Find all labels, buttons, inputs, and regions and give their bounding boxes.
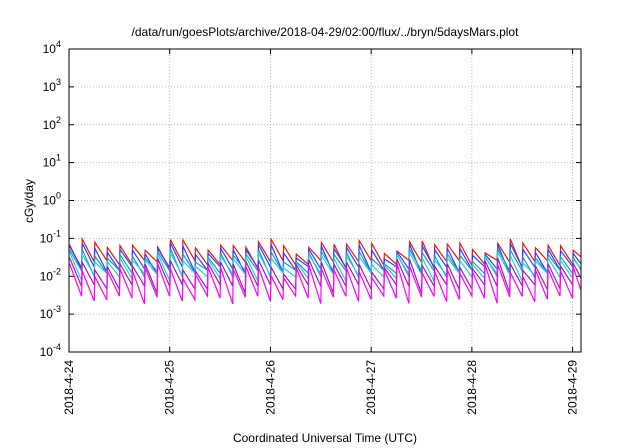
series-line: [69, 250, 582, 282]
y-tick-label: 10-2: [40, 266, 61, 283]
y-tick-labels: 10-4 10-3 10-2 10-1 100 101 102 103 104: [40, 39, 61, 359]
x-axis-label: Coordinated Universal Time (UTC): [233, 431, 417, 445]
x-tick-label: 2018-4-24: [62, 360, 76, 415]
x-tick-labels: 2018-4-24 2018-4-25 2018-4-26 2018-4-27 2018…: [62, 360, 580, 415]
grid-lines: [68, 48, 581, 353]
series-line: [69, 242, 582, 277]
x-tick-label: 2018-4-28: [465, 360, 479, 415]
y-tick-label: 104: [43, 39, 61, 56]
series-line: [69, 246, 582, 280]
series-line: [69, 257, 582, 294]
x-tick-label: 2018-4-29: [566, 360, 580, 415]
series-lines: [69, 236, 582, 305]
x-tick-label: 2018-4-25: [163, 360, 177, 415]
y-tick-label: 10-3: [40, 304, 61, 321]
chart-title: /data/run/goesPlots/archive/2018-04-29/0…: [132, 25, 520, 39]
y-tick-label: 100: [43, 191, 61, 208]
y-axis-label: cGy/day: [22, 179, 36, 223]
plot-frame: [68, 48, 582, 353]
series-line: [69, 263, 582, 305]
series-line: [69, 236, 582, 272]
y-tick-label: 102: [43, 115, 61, 132]
y-tick-label: 10-1: [40, 228, 61, 245]
x-tick-label: 2018-4-26: [263, 360, 277, 415]
y-tick-label: 10-4: [40, 342, 61, 359]
y-tick-label: 101: [43, 153, 61, 170]
x-tick-label: 2018-4-27: [364, 360, 378, 415]
y-tick-label: 103: [43, 77, 61, 94]
